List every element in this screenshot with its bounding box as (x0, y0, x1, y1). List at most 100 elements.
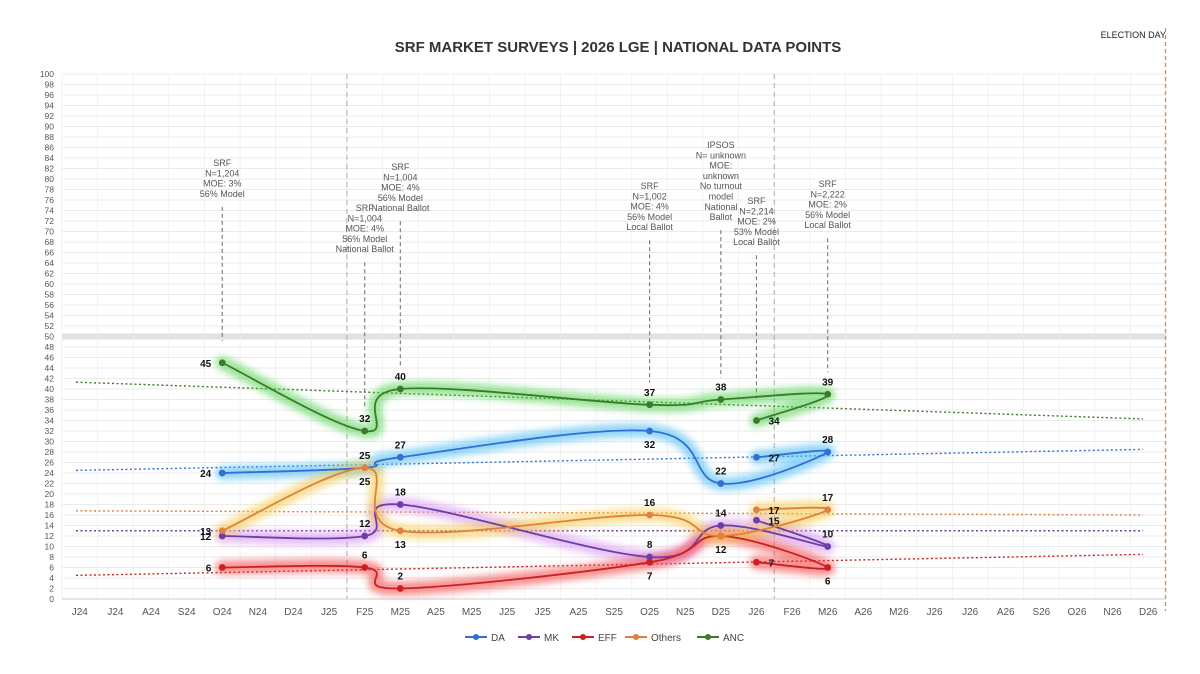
data-label: 6 (206, 564, 212, 575)
data-label: 24 (200, 469, 212, 480)
data-point-anc (396, 385, 404, 393)
data-label: 6 (825, 577, 831, 588)
y-tick-label: 4 (49, 573, 54, 583)
data-label: 12 (715, 545, 727, 556)
data-point-anc (824, 390, 832, 398)
annotation-text: National Ballot (336, 244, 395, 254)
y-tick-label: 58 (45, 290, 55, 300)
x-tick-label: M25 (391, 607, 411, 618)
y-axis: 0246810121416182022242628303234363840424… (40, 69, 54, 604)
data-point-anc (646, 401, 654, 409)
x-tick-label: M26 (818, 607, 838, 618)
annotation-text: N=1,204 (205, 168, 239, 178)
annotation-text: Local Ballot (626, 222, 673, 232)
annotation-text: SRF (391, 162, 410, 172)
x-tick-label: A26 (997, 607, 1015, 618)
election-day-label: ELECTION DAY (1101, 30, 1166, 40)
annotation-text: SRF (641, 181, 660, 191)
data-label: 32 (644, 440, 656, 451)
x-tick-label: J24 (72, 607, 89, 618)
y-tick-label: 84 (45, 153, 55, 163)
data-label: 27 (768, 453, 780, 464)
y-tick-label: 44 (45, 363, 55, 373)
y-tick-label: 40 (45, 384, 55, 394)
data-label: 17 (768, 506, 780, 517)
data-point-da (396, 453, 404, 461)
y-tick-label: 16 (45, 510, 55, 520)
legend-marker-da (473, 634, 479, 640)
y-tick-label: 76 (45, 195, 55, 205)
data-label: 28 (822, 435, 834, 446)
data-point-eff (361, 564, 369, 571)
y-tick-label: 42 (45, 374, 55, 384)
annotation-text: 56% Model (627, 212, 672, 222)
data-label: 7 (647, 571, 653, 582)
data-label: 45 (200, 359, 212, 370)
y-tick-label: 88 (45, 132, 55, 142)
data-label: 12 (200, 532, 212, 543)
data-label: 6 (362, 551, 368, 562)
data-label: 32 (359, 414, 371, 425)
data-point-da (717, 480, 725, 487)
annotation-text: MOE: 4% (630, 202, 669, 212)
annotation-text: MOE: 3% (203, 179, 242, 189)
y-tick-label: 14 (45, 521, 55, 531)
data-label: 17 (822, 493, 834, 504)
annotation-text: N=2,222 (811, 189, 845, 199)
annotation-text: MOE: 2% (808, 200, 847, 210)
y-tick-label: 0 (49, 594, 54, 604)
y-tick-label: 52 (45, 321, 55, 331)
y-tick-label: 94 (45, 101, 55, 111)
data-label: 22 (715, 467, 727, 478)
x-tick-label: D26 (1139, 607, 1158, 618)
annotation-text: MOE: 2% (737, 217, 776, 227)
legend-marker-others (633, 634, 639, 640)
x-tick-label: M26 (889, 607, 909, 618)
annotation-text: SRF (356, 203, 375, 213)
annotation-text: National (704, 202, 737, 212)
y-tick-label: 32 (45, 426, 55, 436)
data-labels: 4524131263225251264027181323732168738221… (200, 359, 834, 588)
x-tick-label: J26 (962, 607, 979, 618)
y-tick-label: 34 (45, 416, 55, 426)
data-label: 27 (395, 440, 407, 451)
y-tick-label: 68 (45, 237, 55, 247)
y-tick-label: 100 (40, 69, 54, 79)
y-tick-label: 46 (45, 353, 55, 363)
data-point-mk (753, 516, 760, 524)
series-lines (218, 359, 832, 592)
data-point-da (824, 448, 832, 456)
x-tick-label: J25 (321, 607, 338, 618)
y-tick-label: 56 (45, 300, 55, 310)
data-label: 10 (822, 530, 834, 541)
x-tick-label: O24 (213, 607, 232, 618)
x-tick-label: A24 (142, 607, 160, 618)
y-tick-label: 18 (45, 500, 55, 510)
y-tick-label: 20 (45, 489, 55, 499)
data-point-da (753, 453, 760, 461)
y-tick-label: 72 (45, 216, 55, 226)
data-label: 15 (768, 516, 780, 527)
annotation-text: N=2,214 (739, 206, 773, 216)
y-tick-label: 26 (45, 458, 55, 468)
legend-label-mk: MK (544, 633, 559, 644)
x-tick-label: J26 (926, 607, 943, 618)
y-tick-label: 86 (45, 143, 55, 153)
x-tick-label: J26 (748, 607, 765, 618)
data-point-eff (824, 564, 832, 571)
y-tick-label: 74 (45, 206, 55, 216)
data-point-anc (753, 417, 760, 424)
y-tick-label: 70 (45, 227, 55, 237)
data-point-others (824, 506, 832, 514)
x-tick-label: N25 (676, 607, 695, 618)
grid (61, 28, 1167, 611)
x-tick-label: O26 (1068, 607, 1087, 618)
data-point-others (396, 527, 404, 535)
data-point-eff (396, 585, 404, 592)
x-tick-label: A25 (427, 607, 445, 618)
y-tick-label: 78 (45, 185, 55, 195)
legend-label-da: DA (491, 633, 505, 644)
annotation-text: SRF (747, 196, 766, 206)
legend-label-eff: EFF (598, 633, 617, 644)
